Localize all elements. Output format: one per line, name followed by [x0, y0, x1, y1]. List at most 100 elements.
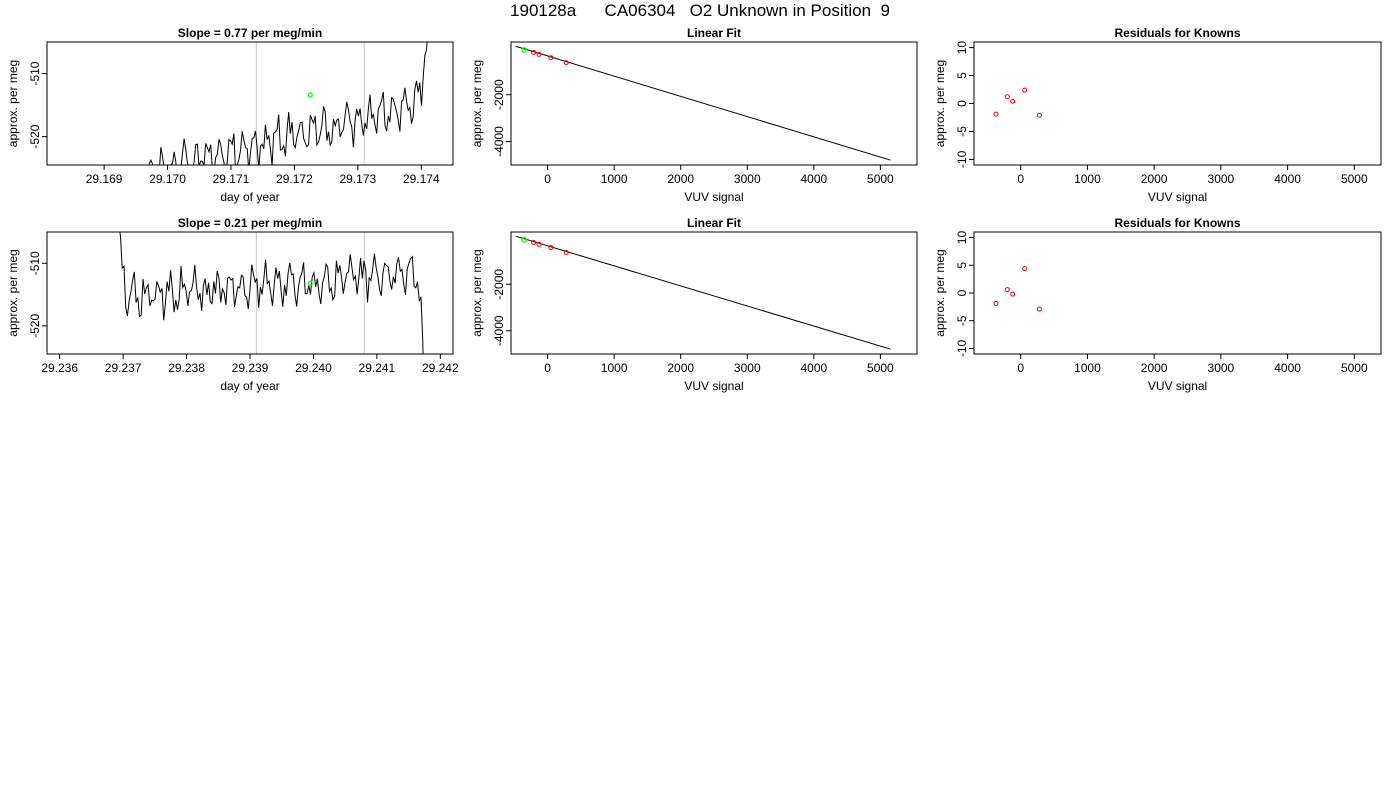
x-tick-label: 29.173	[339, 172, 376, 186]
known-point	[993, 111, 999, 117]
x-tick-label: 1000	[1074, 361, 1101, 375]
y-tick-label: 0	[955, 100, 969, 107]
y-tick-label: -510	[28, 61, 42, 85]
y-tick-label: 0	[955, 289, 969, 296]
y-axis-label: approx. per meg	[470, 60, 484, 147]
y-axis-label: approx. per meg	[933, 60, 947, 147]
x-tick-label: 29.169	[86, 172, 123, 186]
panel-6: Residuals for Knowns 0 1000 2000 3000 4000 500…	[933, 216, 1382, 393]
known-point	[1010, 98, 1016, 104]
panel-4: Slope = 0.21 per meg/min 29.236 29.237 29.2…	[6, 216, 459, 393]
y-tick-label: -4000	[492, 126, 506, 157]
panel-title: Residuals for Knowns	[1114, 216, 1240, 230]
known-point	[1004, 94, 1010, 100]
x-tick-label: 2000	[667, 172, 694, 186]
plot-frame	[973, 231, 1382, 355]
known-point	[548, 245, 554, 251]
known-point	[563, 60, 569, 66]
known-point	[1010, 291, 1016, 297]
x-tick-label: 4000	[800, 172, 827, 186]
known-point	[536, 51, 542, 57]
fit-line	[515, 235, 891, 350]
known-point	[1022, 87, 1028, 93]
known-point	[1022, 266, 1028, 272]
plot-frame	[510, 41, 918, 166]
panel-3: Residuals for Knowns 0 1000 2000 3000 4000 500…	[933, 26, 1382, 204]
y-tick-label: 10	[955, 41, 969, 55]
y-axis-label: approx. per meg	[933, 249, 947, 336]
x-tick-label: 4000	[800, 361, 827, 375]
panel-title: Residuals for Knowns	[1114, 26, 1240, 40]
y-tick-label: -5	[955, 126, 969, 137]
x-tick-label: 4000	[1274, 172, 1301, 186]
y-tick-label: -2000	[492, 269, 506, 300]
x-tick-label: 2000	[1141, 361, 1168, 375]
y-tick-label: -520	[28, 124, 42, 148]
y-tick-label: 5	[955, 72, 969, 79]
x-tick-label: 29.174	[403, 172, 440, 186]
x-tick-label: 2000	[667, 361, 694, 375]
x-tick-label: 3000	[1208, 361, 1235, 375]
unknown-mean-marker	[307, 280, 313, 286]
panel-title: Linear Fit	[687, 26, 741, 40]
plot-area	[515, 235, 891, 350]
panel-title: Slope = 0.77 per meg/min	[178, 26, 322, 40]
x-tick-label: 29.170	[149, 172, 186, 186]
x-tick-label: 29.241	[359, 361, 396, 375]
y-tick-label: -4000	[492, 315, 506, 346]
plot-area	[993, 266, 1042, 312]
known-point	[548, 55, 554, 61]
plot-area	[515, 45, 891, 161]
unknown-point	[521, 237, 528, 243]
x-tick-label: 29.237	[105, 361, 142, 375]
x-axis-label: VUV signal	[1148, 379, 1207, 393]
x-tick-label: 5000	[867, 361, 894, 375]
x-tick-label: 0	[1017, 172, 1024, 186]
x-tick-label: 29.240	[295, 361, 332, 375]
panel-5: Linear Fit 0 1000 2000 3000 4000 5000 -2000 -400…	[470, 216, 918, 393]
signal-trace	[148, 42, 428, 165]
x-tick-label: 29.172	[276, 172, 313, 186]
plot-frame	[46, 231, 454, 355]
x-tick-label: 0	[544, 361, 551, 375]
x-tick-label: 1000	[601, 361, 628, 375]
x-tick-label: 29.242	[422, 361, 459, 375]
y-tick-label: 10	[955, 231, 969, 245]
y-axis-label: approx. per meg	[6, 249, 20, 336]
plot-area	[993, 87, 1042, 118]
fit-line	[515, 45, 891, 161]
x-axis-label: VUV signal	[1148, 190, 1207, 204]
x-axis-label: day of year	[220, 190, 279, 204]
y-tick-label: -10	[955, 150, 969, 168]
x-tick-label: 29.238	[168, 361, 205, 375]
x-tick-label: 0	[544, 172, 551, 186]
y-tick-label: 5	[955, 262, 969, 269]
known-point	[563, 249, 569, 255]
page-title: 190128a CA06304 O2 Unknown in Position 9	[510, 1, 890, 20]
unknown-point	[521, 47, 528, 53]
known-point	[1036, 306, 1042, 312]
plot-frame	[510, 231, 918, 355]
known-point	[531, 239, 537, 245]
x-tick-label: 3000	[1208, 172, 1235, 186]
y-tick-label: -520	[28, 314, 42, 338]
x-tick-label: 5000	[867, 172, 894, 186]
panel-2: Linear Fit 0 1000 2000 3000 4000 5000 -2000 -400…	[470, 26, 918, 204]
x-axis-label: VUV signal	[684, 379, 743, 393]
panel-title: Linear Fit	[687, 216, 741, 230]
x-axis-label: VUV signal	[684, 190, 743, 204]
y-tick-label: -5	[955, 315, 969, 326]
panel-1: Slope = 0.77 per meg/min 29.169 29.170 29.1…	[6, 26, 454, 204]
x-tick-label: 3000	[734, 361, 761, 375]
signal-trace	[119, 232, 424, 354]
x-tick-label: 3000	[734, 172, 761, 186]
known-point	[531, 50, 537, 56]
known-point	[993, 301, 999, 307]
x-tick-label: 0	[1017, 361, 1024, 375]
plot-frame	[973, 41, 1382, 166]
x-tick-label: 29.239	[232, 361, 269, 375]
x-tick-label: 5000	[1341, 361, 1368, 375]
known-point	[1036, 112, 1042, 118]
x-tick-label: 1000	[601, 172, 628, 186]
